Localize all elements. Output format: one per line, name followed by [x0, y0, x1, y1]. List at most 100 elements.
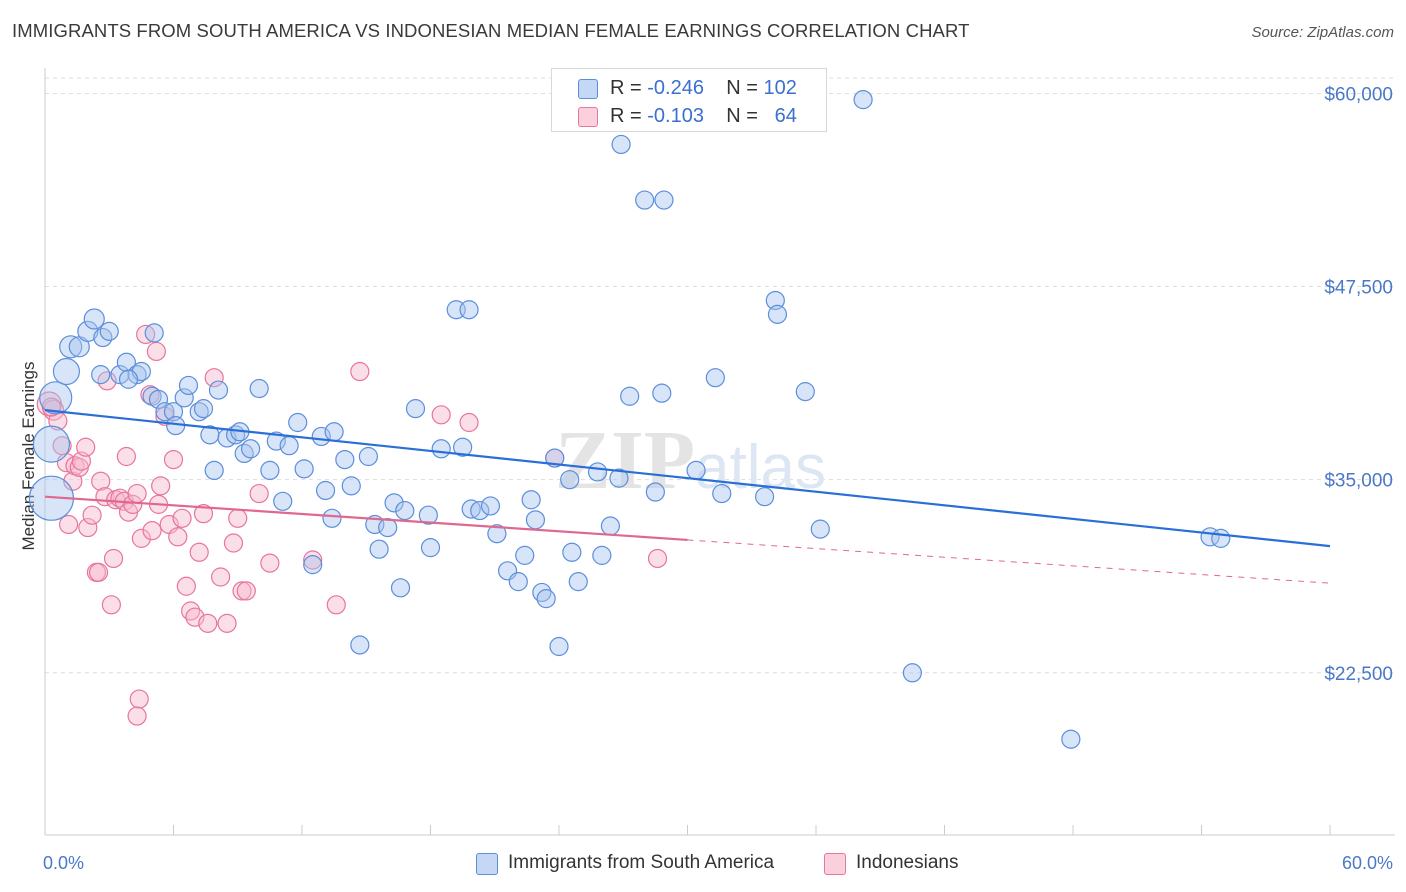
south-america-point: [611, 134, 631, 155]
south-america-point: [294, 459, 314, 479]
indonesians-point: [172, 508, 192, 528]
south-america-point: [288, 412, 308, 433]
indonesians-point: [431, 405, 451, 425]
south-america-point: [378, 517, 398, 538]
legend-n-value-pink: 64: [774, 105, 797, 127]
south-america-point: [99, 321, 119, 341]
south-america-point: [315, 480, 336, 501]
south-america-point: [341, 476, 361, 496]
south-america-point: [1211, 528, 1231, 548]
south-america-point: [39, 381, 73, 415]
south-america-point: [652, 383, 672, 403]
legend-r-label: R =: [610, 105, 648, 127]
indonesians-point: [204, 368, 224, 388]
indonesians-point: [236, 581, 256, 601]
south-america-point: [322, 508, 342, 528]
south-america-point: [91, 365, 111, 385]
legend-r-value-pink: -0.103: [647, 105, 704, 127]
south-america-point: [249, 378, 269, 399]
indonesians-point: [459, 412, 479, 433]
south-america-point: [178, 375, 199, 396]
indonesians-point: [260, 553, 280, 573]
south-america-point: [324, 422, 344, 442]
south-america-point: [754, 487, 775, 507]
indonesians-point: [223, 533, 244, 553]
south-america-point: [118, 369, 139, 389]
south-america-point: [600, 516, 621, 536]
south-america-point: [266, 431, 286, 451]
south-america-point: [77, 320, 99, 342]
indonesians-point: [163, 449, 184, 470]
y-axis-label: Median Female Earnings: [19, 362, 38, 551]
indonesians-point: [123, 494, 143, 514]
legend-swatch-blue: [578, 79, 598, 99]
indonesians-point: [76, 437, 96, 457]
bottom-legend-label: Indonesians: [856, 852, 959, 873]
south-america-point: [487, 524, 507, 544]
south-america-point: [350, 635, 370, 655]
south-america-point: [453, 437, 473, 457]
south-america-point: [795, 382, 815, 402]
legend-n-value-blue: 102: [763, 77, 797, 99]
indonesians-point: [129, 689, 149, 709]
indonesians-point: [303, 550, 323, 570]
indonesians-point: [78, 517, 98, 538]
south-america-point: [32, 425, 71, 463]
indonesians-point: [116, 446, 136, 467]
south-america-point: [358, 446, 378, 467]
correlation-legend: R = -0.246 N = 102 R = -0.103 N = 64: [551, 68, 827, 132]
south-america-point: [515, 545, 535, 565]
south-america-point: [560, 470, 580, 490]
south-america-point: [204, 460, 224, 481]
y-tick-label: $22,500: [1324, 664, 1393, 685]
legend-n-label: N =: [726, 77, 764, 99]
x-tick-label: 60.0%: [1342, 853, 1393, 873]
south-america-point: [521, 490, 541, 510]
indonesians-point: [91, 471, 111, 491]
indonesians-point: [146, 341, 166, 362]
south-america-point: [810, 519, 830, 539]
trend-line-indonesians: [44, 495, 688, 542]
indonesians-point: [198, 613, 218, 633]
indonesians-point: [142, 521, 162, 541]
south-america-point: [110, 365, 130, 385]
y-tick-label: $60,000: [1324, 84, 1393, 105]
indonesians-point: [101, 595, 121, 615]
indonesians-point: [211, 567, 231, 587]
indonesians-point: [232, 581, 252, 601]
bottom-legend-swatch-blue: [476, 853, 498, 875]
south-america-point: [163, 402, 184, 422]
south-america-point: [405, 399, 426, 419]
trend-line-south-america: [44, 409, 1331, 548]
axes: [44, 68, 1395, 836]
south-america-point: [549, 636, 569, 657]
legend-r-label: R =: [610, 77, 648, 99]
south-america-point: [853, 90, 873, 110]
south-america-point: [369, 539, 389, 559]
south-america-point: [459, 300, 479, 320]
south-america-point: [525, 510, 546, 530]
south-america-point: [418, 505, 438, 525]
legend-r-value-blue: -0.246: [647, 77, 704, 99]
indonesians-point: [647, 548, 668, 569]
south-america-point: [562, 542, 582, 562]
indonesians-point: [127, 706, 147, 726]
bottom-legend-label: Immigrants from South America: [508, 852, 775, 873]
south-america-point: [208, 380, 229, 400]
indonesians-point: [82, 505, 102, 525]
chart-title: IMMIGRANTS FROM SOUTH AMERICA VS INDONES…: [12, 20, 970, 41]
south-america-point: [420, 538, 441, 558]
south-america-point: [767, 304, 788, 324]
x-tick-labels: 0.0% 60.0%: [43, 853, 1393, 873]
south-america-point: [654, 190, 674, 210]
south-america-point: [686, 460, 706, 481]
south-america-point: [384, 493, 404, 513]
south-america-point: [390, 578, 411, 598]
legend-swatch-pink: [578, 107, 598, 127]
south-america-point: [712, 483, 732, 504]
south-america-point: [480, 496, 501, 516]
series-indonesians: [36, 324, 668, 726]
indonesians-point: [151, 476, 171, 496]
indonesians-point: [228, 508, 248, 528]
